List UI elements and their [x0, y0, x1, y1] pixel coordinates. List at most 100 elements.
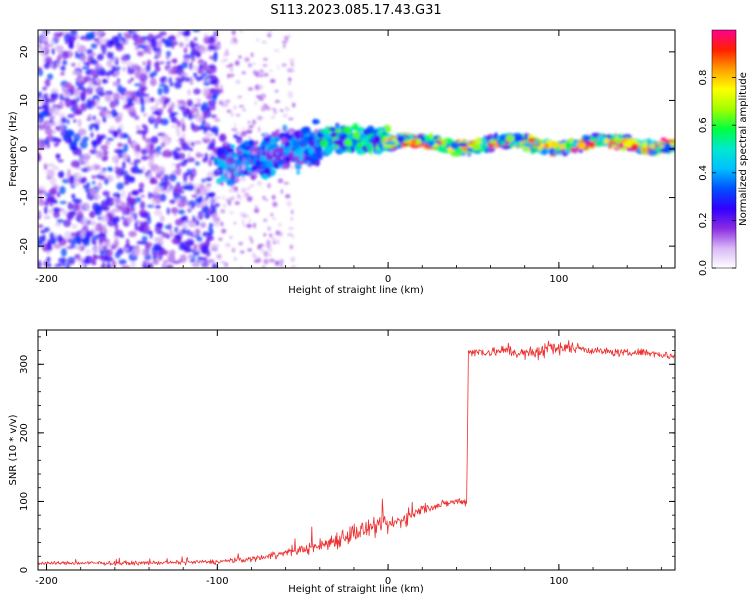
spectrogram-cell: [79, 204, 87, 208]
spectrogram-cell: [152, 254, 158, 260]
spectrogram-x-tick-label: -200: [35, 274, 58, 285]
spectrogram-cell: [290, 256, 296, 263]
spectrogram-cell: [229, 111, 235, 118]
spectrogram-cell: [571, 140, 578, 149]
spectrogram-cell: [115, 167, 124, 177]
spectrogram-cell: [117, 84, 123, 93]
spectrogram-cell: [210, 155, 216, 160]
spectrogram-cell: [105, 140, 111, 146]
spectrogram-cell: [106, 137, 114, 142]
spectrogram-cell: [48, 97, 56, 103]
spectrogram-cell: [256, 38, 259, 42]
spectrogram-cell: [95, 78, 102, 84]
spectrogram-cell: [119, 112, 123, 121]
spectrogram-cell: [279, 152, 285, 155]
spectrogram-cell: [104, 93, 112, 103]
spectrogram-cell: [79, 140, 88, 149]
spectrogram-cell: [227, 73, 231, 79]
spectrogram-cell: [101, 51, 107, 55]
spectrogram-cell: [273, 162, 278, 169]
spectrogram-cell: [127, 158, 131, 164]
spectrogram-cell: [216, 217, 220, 220]
snr-x-tick-label: -100: [206, 576, 229, 587]
spectrogram-cell: [250, 52, 254, 57]
spectrogram-cell: [230, 196, 236, 200]
spectrogram-cell: [374, 148, 383, 155]
spectrogram-cell: [85, 32, 94, 40]
spectrogram-cell: [171, 163, 177, 167]
spectrogram-cell: [202, 110, 208, 120]
spectrogram-cell: [224, 99, 231, 103]
spectrogram-cell: [163, 174, 168, 183]
spectrogram-cell: [234, 179, 240, 182]
spectrogram-cell: [93, 38, 99, 42]
colorbar-tick-label: 0.4: [698, 165, 709, 181]
spectrogram-cell: [238, 139, 241, 145]
spectrogram-cell: [89, 188, 98, 197]
spectrogram-cell: [177, 120, 181, 128]
spectrogram-cell: [218, 88, 224, 94]
spectrogram-cell: [53, 143, 58, 147]
spectrogram-cell: [179, 198, 189, 206]
spectrogram-cell: [270, 213, 274, 217]
spectrogram-cell: [84, 202, 91, 212]
spectrogram-cell: [239, 132, 245, 138]
spectrogram-cell: [42, 86, 47, 91]
spectrogram-cell: [49, 177, 57, 186]
spectrogram-cell: [46, 163, 55, 168]
spectrogram-cell: [277, 64, 280, 70]
spectrogram-cell: [135, 143, 141, 153]
spectrogram-cell: [170, 207, 179, 214]
spectrogram-cell: [186, 108, 190, 114]
spectrogram-y-tick-label: -20: [19, 238, 30, 254]
spectrogram-cell: [59, 186, 66, 195]
spectrogram-cell: [411, 138, 417, 144]
spectrogram-cell: [642, 141, 648, 149]
spectrogram-cell: [174, 147, 182, 152]
spectrogram-cell: [229, 210, 235, 215]
spectrogram-cell: [71, 224, 78, 229]
spectrogram-cell: [233, 186, 238, 192]
spectrogram-cell: [230, 144, 236, 149]
spectrogram-cell: [74, 254, 80, 260]
spectrogram-cell: [193, 37, 198, 42]
spectrogram-cell: [153, 187, 159, 196]
spectrogram-cell: [141, 81, 147, 86]
spectrogram-cell: [205, 250, 211, 257]
spectrogram-cell: [82, 184, 87, 189]
spectrogram-cell: [141, 104, 145, 113]
spectrogram-cell: [287, 68, 293, 73]
spectrogram-cell: [53, 210, 60, 219]
spectrogram-cell: [155, 34, 162, 39]
spectrogram-cell: [215, 196, 221, 199]
spectrogram-cell: [252, 119, 256, 125]
spectrogram-cell: [92, 140, 98, 149]
spectrogram-cell: [48, 208, 53, 214]
spectrogram-cell: [102, 190, 110, 197]
spectrogram-cell: [76, 96, 80, 103]
spectrogram-cell: [268, 30, 273, 34]
spectrogram-cell: [43, 93, 49, 101]
spectrogram-cell: [42, 30, 47, 37]
spectrogram-cell: [91, 59, 97, 64]
spectrogram-cell: [159, 193, 167, 202]
spectrogram-cell: [67, 114, 75, 118]
spectrogram-cell: [275, 90, 279, 93]
spectrogram-cell: [129, 111, 137, 115]
spectrogram-cell: [96, 106, 104, 110]
spectrogram-cell: [248, 218, 251, 224]
spectrogram-cell: [77, 128, 87, 136]
spectrogram-cell: [312, 118, 318, 125]
spectrogram-cell: [93, 240, 97, 246]
spectrogram-cell: [62, 219, 72, 228]
spectrogram-cell: [164, 38, 173, 48]
spectrogram-cell: [246, 223, 253, 228]
spectrogram-cell: [466, 146, 474, 152]
spectrogram-cell: [68, 201, 72, 209]
spectrogram-cell: [221, 228, 227, 234]
spectrogram-cell: [356, 148, 365, 155]
spectrogram-cell: [191, 56, 196, 62]
snr-x-tick-label: -200: [35, 576, 58, 587]
spectrogram-cell: [260, 248, 266, 253]
spectrogram-cell: [193, 72, 198, 78]
